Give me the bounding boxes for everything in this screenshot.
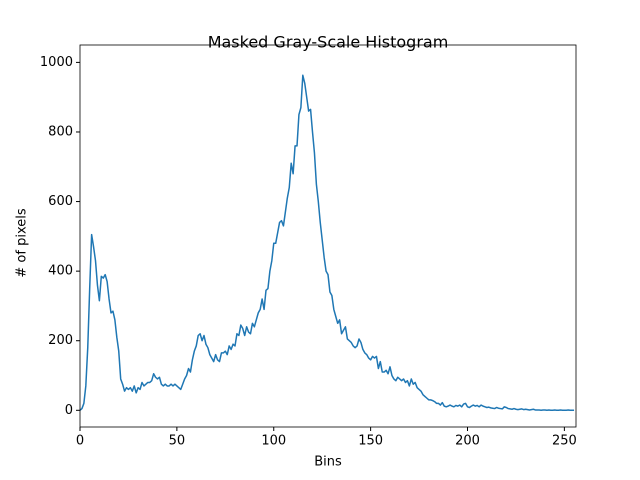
y-tick-label: 0 bbox=[65, 403, 73, 418]
x-tick-label: 50 bbox=[169, 434, 186, 449]
x-tick-label: 0 bbox=[76, 434, 84, 449]
y-tick-label: 400 bbox=[48, 264, 73, 279]
line-series bbox=[79, 74, 575, 412]
y-axis-label: # of pixels bbox=[15, 208, 30, 277]
x-tick-label: 250 bbox=[552, 434, 577, 449]
x-tick-label: 150 bbox=[358, 434, 383, 449]
y-tick-label: 800 bbox=[48, 124, 73, 139]
y-tick-label: 1000 bbox=[40, 55, 73, 70]
chart-title: Masked Gray-Scale Histogram bbox=[208, 33, 449, 52]
y-tick-label: 600 bbox=[48, 194, 73, 209]
x-tick-label: 200 bbox=[455, 434, 480, 449]
plot-frame bbox=[79, 44, 577, 428]
y-tick-label: 200 bbox=[48, 333, 73, 348]
x-axis-label: Bins bbox=[314, 455, 342, 470]
x-tick-label: 100 bbox=[261, 434, 286, 449]
